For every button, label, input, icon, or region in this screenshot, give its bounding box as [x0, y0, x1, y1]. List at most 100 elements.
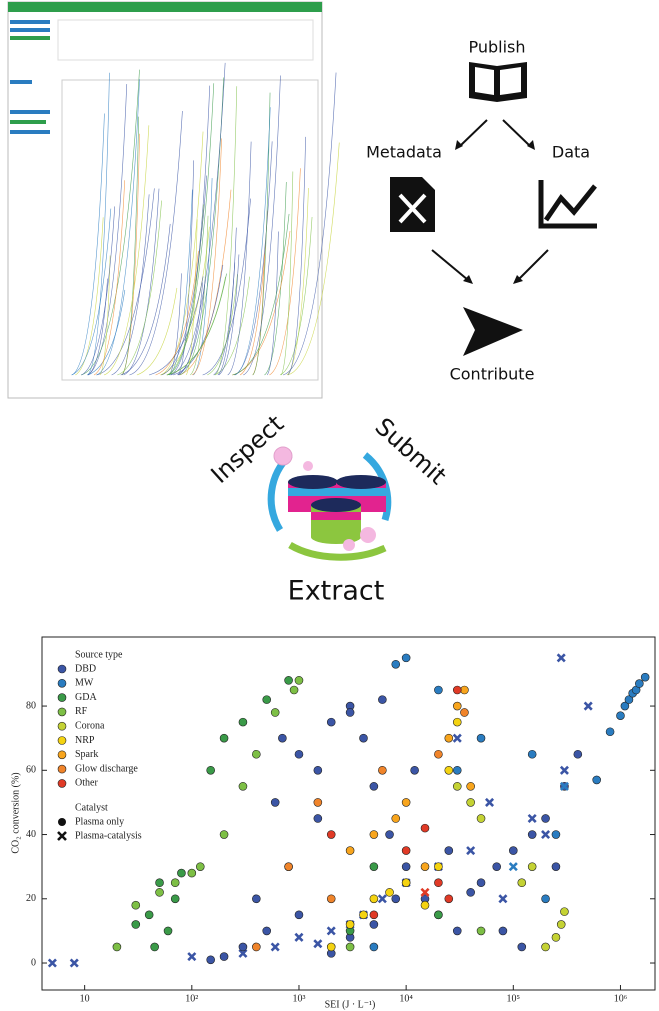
page: {"workflow": {"publish": "Publish", "met…: [0, 0, 659, 1011]
scatter-point: [434, 879, 442, 887]
workflow: Publish Metadata Data Contribute: [366, 38, 597, 384]
x-axis-label: SEI (J · L⁻¹): [325, 999, 376, 1010]
scatter-point: [453, 718, 461, 726]
scatter-point: [453, 927, 461, 935]
legend-marker: [58, 832, 66, 840]
metadata-label: Metadata: [366, 143, 442, 162]
db-layer: [288, 488, 338, 496]
sidebar-button: [10, 120, 46, 124]
scatter-point: [252, 895, 260, 903]
legend-label: NRP: [75, 735, 95, 746]
y-axis-label: CO₂ conversion (%): [10, 772, 21, 853]
scatter-point: [386, 888, 394, 896]
scatter-point: [477, 879, 485, 887]
scatter-point: [402, 879, 410, 887]
scatter-point: [528, 831, 536, 839]
arrow: [518, 250, 548, 280]
scatter-point: [528, 863, 536, 871]
x-tick-label: 10⁵: [507, 993, 521, 1004]
contribute-label: Contribute: [450, 365, 535, 384]
db-top: [311, 498, 361, 512]
scatter-point: [467, 888, 475, 896]
scatter-cross: [49, 959, 56, 966]
scatter-point: [552, 831, 560, 839]
legend-label: Other: [75, 778, 98, 789]
scatter-point: [295, 676, 303, 684]
data-label: Data: [552, 143, 590, 162]
legend-label: Spark: [75, 749, 98, 760]
scatter-point: [285, 676, 293, 684]
scatter-point: [421, 863, 429, 871]
scatter-point: [445, 895, 453, 903]
scatter-point: [411, 766, 419, 774]
scatter-point: [542, 814, 550, 822]
scatter-point: [386, 831, 394, 839]
scatter-cross: [542, 831, 549, 838]
legend-marker: [58, 665, 66, 673]
x-tick-label: 10⁶: [614, 993, 628, 1004]
sidebar-button: [10, 130, 50, 134]
scatter-cross: [529, 815, 536, 822]
arrow-heads: [455, 140, 535, 284]
sidebar-button: [10, 20, 50, 24]
y-tick-label: 80: [26, 700, 36, 711]
x-tick-label: 10²: [185, 993, 198, 1004]
scatter-point: [290, 686, 298, 694]
scatter-point: [177, 869, 185, 877]
scatter-point: [370, 895, 378, 903]
legend-label: DBD: [75, 663, 96, 674]
db-layer: [336, 488, 386, 496]
scatter-point: [499, 927, 507, 935]
scatter-point: [370, 943, 378, 951]
arrow: [460, 120, 487, 146]
scatter-point: [434, 750, 442, 758]
x-tick-label: 10⁴: [399, 993, 413, 1004]
scatter-cross: [454, 735, 461, 742]
scatter-cross: [561, 767, 568, 774]
scatter-point: [528, 750, 536, 758]
scatter-cross: [328, 927, 335, 934]
scatter-point: [445, 766, 453, 774]
scatter-point: [557, 920, 565, 928]
legend-marker: [58, 679, 66, 687]
scatter-point: [560, 908, 568, 916]
scatter-point: [477, 927, 485, 935]
scatter-cross: [467, 847, 474, 854]
legend-marker: [58, 708, 66, 716]
legend-marker: [58, 722, 66, 730]
scatter-point: [271, 708, 279, 716]
scatter-cross: [188, 953, 195, 960]
db-layer: [311, 512, 361, 520]
scatter-point: [378, 766, 386, 774]
legend-marker: [58, 818, 66, 826]
scatter-point: [402, 798, 410, 806]
bubble: [274, 447, 292, 465]
send-icon: [463, 307, 523, 356]
legend-label: Corona: [75, 720, 105, 731]
sidebar-button: [10, 36, 50, 40]
scatter-point: [518, 879, 526, 887]
legend-label: MW: [75, 678, 94, 689]
scatter-point: [493, 863, 501, 871]
legend-label: GDA: [75, 692, 97, 703]
scatter-point: [574, 750, 582, 758]
legend-label: RF: [75, 706, 88, 717]
arrow: [503, 120, 530, 146]
y-tick-label: 20: [26, 893, 36, 904]
sidebar-button: [10, 80, 32, 84]
scatter-point: [392, 814, 400, 822]
scatter-cross: [585, 702, 592, 709]
scatter-point: [402, 847, 410, 855]
y-tick-label: 0: [31, 957, 36, 968]
figure: Publish Metadata Data Contribute: [0, 0, 659, 1011]
y-tick-label: 60: [26, 765, 36, 776]
scatter-point: [378, 696, 386, 704]
scatter-point: [392, 895, 400, 903]
scatter-point: [641, 673, 649, 681]
scatter-point: [271, 798, 279, 806]
scatter-point: [359, 911, 367, 919]
scatter-point: [252, 750, 260, 758]
chart-icon-line: [546, 186, 595, 220]
scatter-point: [392, 660, 400, 668]
scatter-point: [171, 895, 179, 903]
